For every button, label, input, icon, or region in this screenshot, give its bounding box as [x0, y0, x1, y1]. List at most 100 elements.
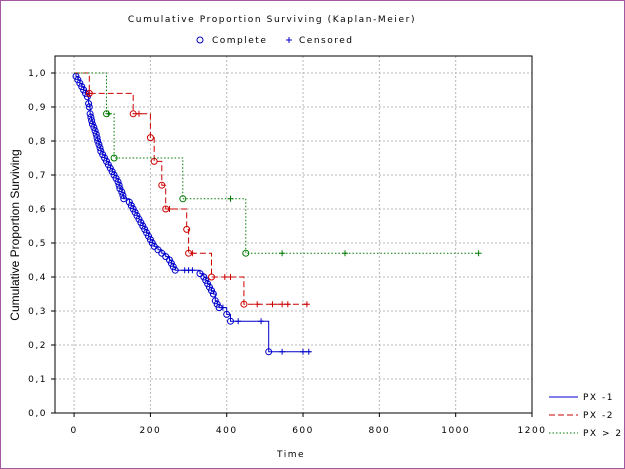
series-1-censored-marker [235, 318, 242, 325]
series-1-event-marker [86, 110, 94, 118]
series-1-event-marker [101, 154, 109, 162]
x-tick-label: 1000 [441, 426, 470, 436]
series-2-censored-marker [136, 110, 142, 117]
grid [55, 56, 532, 413]
series-1-event-marker [213, 300, 221, 308]
series-3-censored-marker [227, 195, 234, 202]
series-1-censored-marker [219, 304, 226, 311]
series-1-event-marker [143, 229, 151, 237]
legend-label-2: PX -2 [583, 411, 614, 421]
series-3 [74, 72, 482, 257]
series-1-event-marker [76, 79, 84, 87]
series-1-event-marker [131, 208, 139, 216]
series-1-event-marker [211, 297, 219, 305]
x-tick-label: 600 [292, 426, 314, 436]
series-2-event-marker [146, 134, 154, 142]
series-2-censored-marker [254, 301, 261, 308]
series-1-event-marker [169, 263, 177, 271]
series-1-censored-marker [300, 348, 306, 355]
series-1-event-marker [90, 123, 98, 131]
series-3-event-marker [242, 249, 250, 257]
series-1 [72, 72, 312, 356]
series-1-event-marker [135, 215, 143, 223]
y-tick-label: 0,1 [28, 375, 47, 385]
series-1-event-marker [115, 181, 123, 189]
series-1-event-marker [104, 161, 112, 169]
x-tick-label: 0 [70, 426, 77, 436]
series-1-event-marker [125, 198, 133, 206]
series-1-event-marker [87, 113, 95, 121]
y-tick-label: 0,3 [28, 307, 47, 317]
series-1-censored-marker [258, 318, 265, 325]
series-1-event-marker [92, 130, 100, 138]
series-1-event-marker [80, 86, 88, 94]
series-1-event-marker [202, 276, 210, 284]
chart-title: Cumulative Proportion Surviving (Kaplan-… [128, 15, 416, 25]
legend-label-3: PX > 2 [583, 429, 623, 439]
series-1-event-marker [139, 222, 147, 230]
y-tick-label: 0,2 [28, 341, 47, 351]
series-3-event-marker [110, 154, 118, 162]
series-1-event-marker [167, 259, 175, 267]
series-1-event-marker [97, 147, 105, 155]
series-1-event-marker [85, 103, 93, 111]
series-2-event-marker [240, 300, 248, 308]
series-2-censored-marker [166, 206, 173, 212]
series-3-event-marker [179, 195, 187, 203]
series-1-event-marker [108, 168, 116, 176]
series-1-event-marker [99, 151, 107, 159]
series-1-event-marker [129, 205, 137, 213]
series-2-censored-marker [303, 301, 310, 308]
series-1-event-marker [94, 137, 102, 145]
complete-legend-marker [196, 36, 204, 44]
y-tick-label: 0,9 [28, 103, 47, 113]
series-1-event-marker [91, 127, 99, 135]
series-1-event-marker [114, 178, 122, 186]
series-3-censored-marker [475, 250, 482, 257]
series-1-censored-marker [305, 348, 312, 355]
series-1-event-marker [133, 212, 141, 220]
series-1-event-marker [127, 202, 135, 210]
series-1-event-marker [88, 117, 96, 125]
series-1-event-marker [137, 219, 145, 227]
plot-area [72, 72, 482, 356]
x-tick-label: 200 [140, 426, 162, 436]
y-tick-label: 0,5 [28, 239, 47, 249]
y-tick-label: 0,8 [28, 137, 47, 147]
series-1-event-marker [204, 280, 212, 288]
series-1-event-marker [227, 317, 234, 325]
series-2-censored-marker [227, 274, 234, 280]
top-legend: Complete Censored [196, 36, 352, 46]
series-1-event-marker [208, 287, 215, 295]
series-1-event-marker [171, 266, 179, 274]
series-1-event-marker [88, 120, 96, 128]
series-1-event-marker [158, 249, 166, 257]
series-3-censored-marker [342, 250, 348, 257]
series-1-event-marker [200, 273, 208, 281]
series-2 [74, 72, 311, 308]
series-2-censored-marker [269, 301, 276, 308]
series-1-event-marker [166, 256, 173, 264]
series-2-censored-marker [221, 274, 228, 280]
series-2-event-marker [183, 225, 191, 233]
series-1-event-marker [141, 225, 149, 233]
series-1-event-marker [146, 236, 154, 244]
series-1-event-marker [119, 191, 127, 199]
series-1-event-marker [209, 290, 217, 298]
plot-frame [54, 55, 533, 414]
axis-ticks: 0,0 0,1 0,2 0,3 0,4 0,5 0,6 0,7 0,8 0,9 1,0 0 200 400… [28, 69, 545, 436]
series-3-censored-marker [279, 250, 286, 257]
y-tick-label: 1,0 [28, 69, 47, 79]
series-2-event-marker [158, 181, 166, 189]
series-1-event-marker [116, 185, 124, 193]
series-1-event-marker [206, 283, 213, 291]
series-1-event-marker [74, 76, 82, 84]
complete-legend-label: Complete [212, 36, 267, 46]
series-2-event-marker [208, 273, 215, 281]
y-axis-label: Cumulative Proportion Surviving [8, 149, 22, 320]
series-1-event-marker [103, 157, 110, 165]
series-1-event-marker [95, 140, 103, 148]
series-1-event-marker [148, 239, 156, 247]
